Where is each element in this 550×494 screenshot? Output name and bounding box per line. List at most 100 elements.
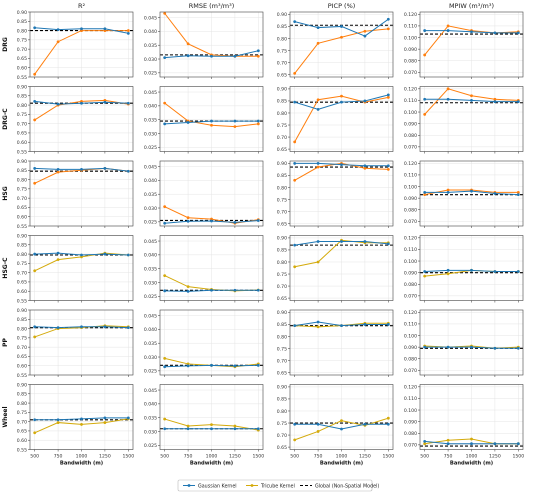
y-tick-label: 0.80 xyxy=(17,177,27,183)
y-tick-label: 0.65 xyxy=(17,56,27,62)
series-gaussian-point xyxy=(423,270,427,273)
series-gaussian-point xyxy=(256,363,260,367)
panel: 0.65 0.70 0.75 0.80 0.85 0.90 xyxy=(277,309,394,377)
series-tricube-point xyxy=(163,357,167,360)
series-gaussian-point xyxy=(470,345,473,349)
y-tick-label: 0.070 xyxy=(404,294,417,300)
y-tick-label: 0.70 xyxy=(17,121,27,127)
panel: 0.025 0.030 0.035 0.040 0.045 xyxy=(144,309,264,377)
y-tick-label: 0.70 xyxy=(277,433,287,439)
y-tick-label: 0.80 xyxy=(277,111,287,117)
series-gaussian-point xyxy=(256,119,260,123)
y-tick-label: 0.60 xyxy=(17,364,27,370)
series-tricube-point xyxy=(470,94,473,98)
series-gaussian-point xyxy=(233,119,237,123)
y-tick-label: 0.70 xyxy=(17,345,27,351)
series-gaussian-point xyxy=(493,31,497,35)
y-tick-label: 0.090 xyxy=(404,196,417,202)
series-tricube-point xyxy=(186,216,190,220)
panel: 0.55 0.60 0.65 0.70 0.75 0.80 0.85 0.90 500 750 10… xyxy=(17,382,134,466)
y-tick-label: 0.080 xyxy=(404,208,417,214)
series-gaussian-point xyxy=(233,427,237,431)
y-tick-label: 0.75 xyxy=(277,123,287,129)
series-gaussian-point xyxy=(80,253,83,257)
series-tricube-point xyxy=(163,101,167,105)
panel-frame xyxy=(159,86,264,152)
panel: 0.070 0.080 0.090 0.100 0.110 0.120 xyxy=(404,160,524,228)
panel-frame xyxy=(29,309,134,376)
series-gaussian-point xyxy=(256,49,260,53)
x-tick-label: 750 xyxy=(184,454,193,460)
series-gaussian-point xyxy=(33,252,37,256)
series-tricube-point xyxy=(446,188,450,192)
series-gaussian-point xyxy=(163,365,167,369)
series-gaussian-point xyxy=(293,243,297,247)
panel-frame xyxy=(159,309,264,376)
series-gaussian-point xyxy=(516,442,520,446)
panel-frame xyxy=(289,86,394,152)
x-tick-label: 1250 xyxy=(489,454,501,460)
y-tick-label: 0.65 xyxy=(17,429,27,435)
series-gaussian-point xyxy=(56,326,60,330)
y-tick-label: 0.100 xyxy=(404,259,417,265)
y-tick-label: 0.070 xyxy=(404,368,417,374)
series-tricube-point xyxy=(210,217,213,221)
y-tick-label: 0.045 xyxy=(144,313,157,319)
panel-frame xyxy=(159,384,264,450)
series-gaussian-point xyxy=(126,169,130,173)
series-tricube-point xyxy=(233,125,237,129)
y-tick-label: 0.85 xyxy=(277,397,287,403)
y-tick-label: 0.75 xyxy=(17,112,27,118)
y-tick-label: 0.080 xyxy=(404,133,417,139)
x-tick-label: 1500 xyxy=(122,454,134,460)
series-tricube-point xyxy=(340,94,343,98)
series-tricube-point xyxy=(316,98,320,102)
series-gaussian-point xyxy=(256,427,260,431)
panel-frame xyxy=(419,160,524,227)
series-gaussian-point xyxy=(316,107,320,111)
y-tick-label: 0.030 xyxy=(144,355,157,361)
legend-label-global: Global (Non-Spatial Model) xyxy=(315,483,379,489)
series-tricube-point xyxy=(163,205,167,209)
panel-frame xyxy=(419,384,524,450)
series-gaussian-point xyxy=(340,427,343,431)
series-gaussian-point xyxy=(493,270,497,273)
series-gaussian-point xyxy=(80,325,83,329)
series-gaussian-point xyxy=(233,364,237,368)
y-tick-label: 0.120 xyxy=(404,87,417,93)
series-tricube-point xyxy=(316,325,320,329)
series-gaussian-point xyxy=(316,320,320,324)
y-tick-label: 0.75 xyxy=(277,197,287,203)
panel: 0.55 0.60 0.65 0.70 0.75 0.80 0.85 0.90 xyxy=(17,308,134,379)
y-tick-label: 0.090 xyxy=(404,419,417,425)
x-tick-label: 1000 xyxy=(206,454,218,460)
x-tick-label: 1250 xyxy=(99,454,111,460)
legend: Gaussian Kernel Tricube Kernel Global (Non… xyxy=(177,479,379,492)
y-tick-label: 0.60 xyxy=(17,438,27,444)
series-tricube-point xyxy=(186,424,190,428)
y-tick-label: 0.90 xyxy=(277,236,287,242)
x-tick-label: 1250 xyxy=(229,454,241,460)
series-gaussian-point xyxy=(56,418,60,422)
series-gaussian-point xyxy=(363,240,367,243)
panel-frame xyxy=(289,384,394,450)
y-tick-label: 0.75 xyxy=(277,272,287,278)
y-tick-label: 0.040 xyxy=(144,104,157,110)
series-gaussian-point xyxy=(163,289,167,293)
x-tick-label: 750 xyxy=(54,454,63,460)
panel-frame xyxy=(419,235,524,301)
y-tick-label: 0.110 xyxy=(404,173,417,179)
series-tricube-point xyxy=(186,285,190,289)
series-gaussian-point xyxy=(126,253,130,257)
series-tricube-point xyxy=(446,87,450,91)
series-tricube-point xyxy=(210,423,213,427)
series-gaussian-point xyxy=(126,31,130,35)
x-tick-label: 1500 xyxy=(382,454,394,460)
y-tick-label: 0.120 xyxy=(404,385,417,391)
series-tricube-point xyxy=(446,24,450,28)
panel: 0.025 0.030 0.035 0.040 0.045 xyxy=(144,160,264,228)
series-gaussian-point xyxy=(33,26,37,30)
y-tick-label: 0.80 xyxy=(277,185,287,191)
panel: 0.55 0.60 0.65 0.70 0.75 0.80 0.85 0.90 xyxy=(17,84,134,155)
y-tick-label: 0.90 xyxy=(277,87,287,93)
